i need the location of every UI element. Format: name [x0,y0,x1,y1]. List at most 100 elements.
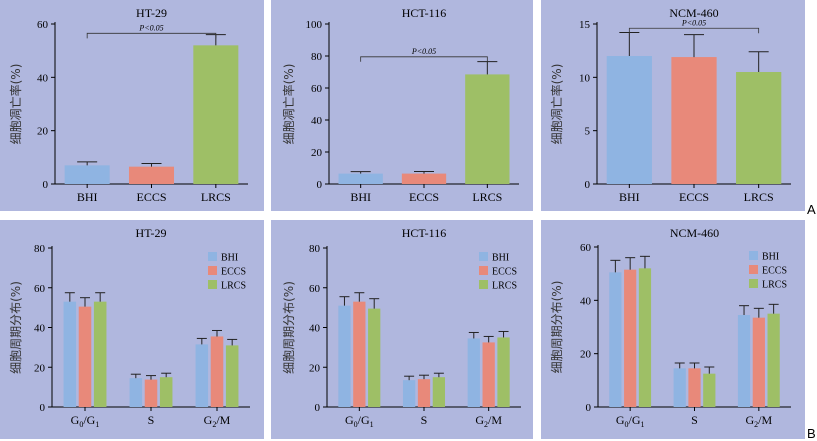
bar-lrcs [497,337,510,407]
chart-svg: HCT-116 细胞周期分布(%) 0 20 40 60 80 G0/G1 S G2/M BHI EC… [282,226,521,429]
chart-title: HT-29 [136,226,167,240]
y-axis-label: 细胞凋亡率(%) [549,64,564,145]
bar-lrcs [159,377,173,407]
x-tick-label: LRCS [744,190,774,204]
legend-label: ECCS [762,266,787,277]
y-tick-label: 20 [580,349,592,361]
y-tick-label: 80 [311,51,323,63]
legend-label: BHI [492,253,509,264]
bar-eccs [144,379,158,407]
y-tick-label: 20 [34,362,46,374]
y-tick-label: 0 [586,402,592,414]
bar-eccs [688,368,701,407]
legend-label: LRCS [762,280,787,291]
bar-eccs [624,269,637,407]
x-tick-label: BHI [350,190,371,204]
chart-svg: NCM-460 细胞周期分布(%) 0 20 40 60 G0/G1 S G2/M BHI ECCS… [550,226,791,429]
bar-bhi [467,338,480,407]
x-tick-label: S [148,413,155,427]
x-tick-label: LRCS [472,190,502,204]
chart-svg: NCM-460 细胞凋亡率(%) 0 5 10 15 BHI ECCS LRCS P<0.05 [549,6,791,204]
bar-bhi [402,380,416,407]
bar-lrcs [465,74,510,184]
x-tick-label: ECCS [679,190,709,204]
bar-bhi [606,56,652,184]
chart-panel-cellcycle-hct116: HCT-116 细胞周期分布(%) 0 20 40 60 80 G0/G1 S G2/M BHI EC… [271,220,533,439]
chart-svg: HCT-116 细胞凋亡率(%) 0 20 40 60 80 100 BHI ECCS LRCS P<… [281,6,519,204]
bar-lrcs [368,308,381,407]
bar-bhi [338,173,383,184]
x-tick-label: LRCS [201,190,231,204]
chart-panel-cellcycle-ncm460: NCM-460 细胞周期分布(%) 0 20 40 60 G0/G1 S G2/M BHI ECCS… [541,220,805,439]
y-tick-label: 60 [37,19,49,31]
legend-swatch-eccs [479,266,488,275]
significance-bracket [360,56,488,62]
bar-eccs [482,342,495,407]
chart-title: HCT-116 [402,6,446,20]
x-tick-label: S [691,413,698,427]
legend-swatch-bhi [479,252,488,261]
y-axis-label: 细胞凋亡率(%) [281,64,296,145]
y-tick-label: 0 [315,402,321,414]
y-axis-label: 细胞周期分布(%) [282,281,296,374]
bar-lrcs [193,45,239,185]
bar-eccs [671,57,717,184]
bar-bhi [64,165,110,184]
bar-eccs [353,301,366,407]
x-tick-label: G2/M [204,413,231,429]
legend-label: LRCS [221,281,246,292]
chart-panel-cellcycle-ht29: HT-29 细胞周期分布(%) 0 20 40 60 80 G0/G1 S G2/M BHI ECCS… [0,220,264,439]
chart-title: HCT-116 [402,226,446,240]
bar-bhi [338,305,351,407]
legend-label: BHI [221,253,238,264]
y-tick-label: 40 [580,295,592,307]
legend-swatch-bhi [749,251,758,260]
y-tick-label: 15 [579,19,591,31]
bar-lrcs [432,377,446,407]
chart-title: NCM-460 [669,6,718,20]
y-tick-label: 0 [40,402,46,414]
y-tick-label: 20 [309,362,321,374]
y-axis-label: 细胞凋亡率(%) [8,64,23,145]
y-tick-label: 0 [585,179,591,191]
legend-swatch-lrcs [479,280,488,289]
bar-bhi [673,368,686,407]
bar-bhi [609,272,622,407]
legend-label: BHI [762,252,779,263]
significance-label: P<0.05 [138,23,163,32]
bar-eccs [417,379,431,407]
y-tick-label: 60 [34,283,46,295]
y-axis-label: 细胞周期分布(%) [9,281,23,374]
figure-row-label-b: B [807,426,816,441]
legend-swatch-lrcs [749,279,758,288]
chart-panel-apoptosis-ht29: HT-29 细胞凋亡率(%) 0 20 40 60 BHI ECCS LRCS P<0.05 [0,0,264,211]
y-tick-label: 100 [306,19,323,31]
legend-swatch-eccs [749,265,758,274]
y-tick-label: 80 [34,243,46,255]
chart-title: HT-29 [136,6,167,20]
significance-label: P<0.05 [411,47,436,56]
legend-label: LRCS [492,281,517,292]
x-tick-label: G2/M [745,413,772,429]
x-tick-label: G0/G1 [345,413,374,429]
legend-swatch-bhi [208,252,217,261]
bar-eccs [752,317,765,407]
bar-lrcs [225,345,239,407]
significance-bracket [628,27,760,34]
legend-swatch-lrcs [208,280,217,289]
chart-svg: HT-29 细胞凋亡率(%) 0 20 40 60 BHI ECCS LRCS P<0.05 [8,6,248,204]
legend-swatch-eccs [208,266,217,275]
legend-label: ECCS [492,267,517,278]
x-tick-label: G2/M [475,413,502,429]
y-tick-label: 10 [579,72,591,84]
bar-eccs [78,306,92,407]
bar-bhi [129,378,143,407]
bar-lrcs [93,301,107,407]
y-tick-label: 40 [34,323,46,335]
x-tick-label: ECCS [136,190,166,204]
y-tick-label: 0 [317,179,323,191]
legend-label: ECCS [221,267,246,278]
chart-svg: HT-29 细胞周期分布(%) 0 20 40 60 80 G0/G1 S G2/M BHI ECCS… [9,226,250,429]
chart-panel-apoptosis-hct116: HCT-116 细胞凋亡率(%) 0 20 40 60 80 100 BHI ECCS LRCS P<… [271,0,533,211]
y-tick-label: 5 [585,126,591,138]
